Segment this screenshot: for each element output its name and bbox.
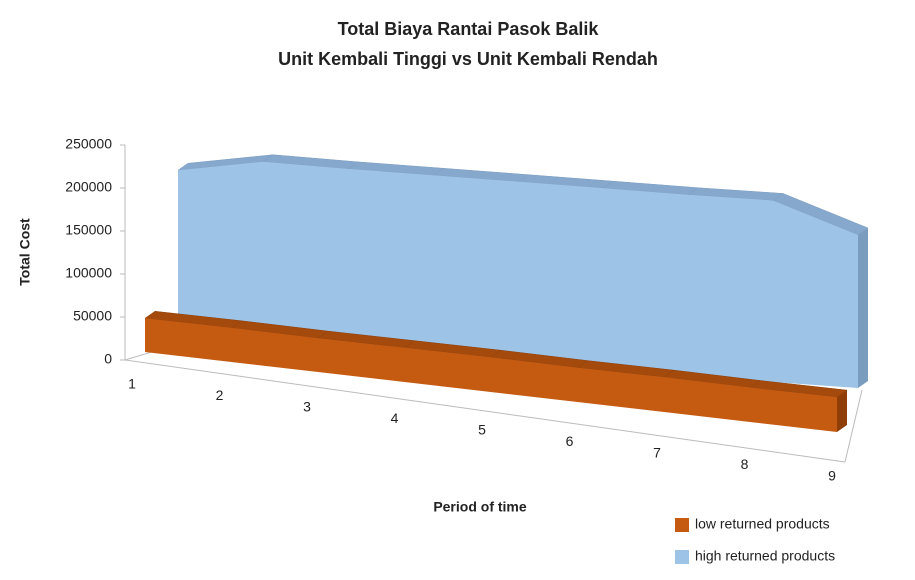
y-tick-label: 0 bbox=[104, 351, 112, 367]
y-axis-title: Total Cost bbox=[17, 218, 33, 286]
x-tick-label: 1 bbox=[128, 376, 136, 392]
x-tick-label: 8 bbox=[741, 456, 749, 472]
y-tick-label: 250000 bbox=[65, 136, 112, 152]
area-side-face bbox=[858, 228, 868, 388]
y-tick-label: 50000 bbox=[73, 308, 112, 324]
x-tick-label: 4 bbox=[391, 410, 399, 426]
x-tick-label: 7 bbox=[653, 445, 661, 461]
chart-subtitle: Unit Kembali Tinggi vs Unit Kembali Rend… bbox=[278, 49, 658, 69]
chart-title: Total Biaya Rantai Pasok Balik bbox=[338, 19, 600, 39]
y-tick-label: 200000 bbox=[65, 179, 112, 195]
x-tick-label: 3 bbox=[303, 399, 311, 415]
legend-swatch bbox=[675, 550, 689, 564]
area bbox=[178, 161, 858, 388]
area-side-face bbox=[837, 390, 847, 432]
x-tick-label: 9 bbox=[828, 468, 836, 484]
x-tick-label: 6 bbox=[566, 433, 574, 449]
x-tick-label: 2 bbox=[216, 387, 224, 403]
x-axis-title: Period of time bbox=[433, 499, 527, 515]
floor-right bbox=[844, 389, 863, 463]
x-tick-label: 5 bbox=[478, 422, 486, 438]
legend-label: high returned products bbox=[695, 548, 835, 564]
floor-line bbox=[124, 359, 846, 463]
area bbox=[145, 318, 837, 432]
y-tick-label: 150000 bbox=[65, 222, 112, 238]
legend-swatch bbox=[675, 518, 689, 532]
y-tick-label: 100000 bbox=[65, 265, 112, 281]
legend-label: low returned products bbox=[695, 516, 830, 532]
